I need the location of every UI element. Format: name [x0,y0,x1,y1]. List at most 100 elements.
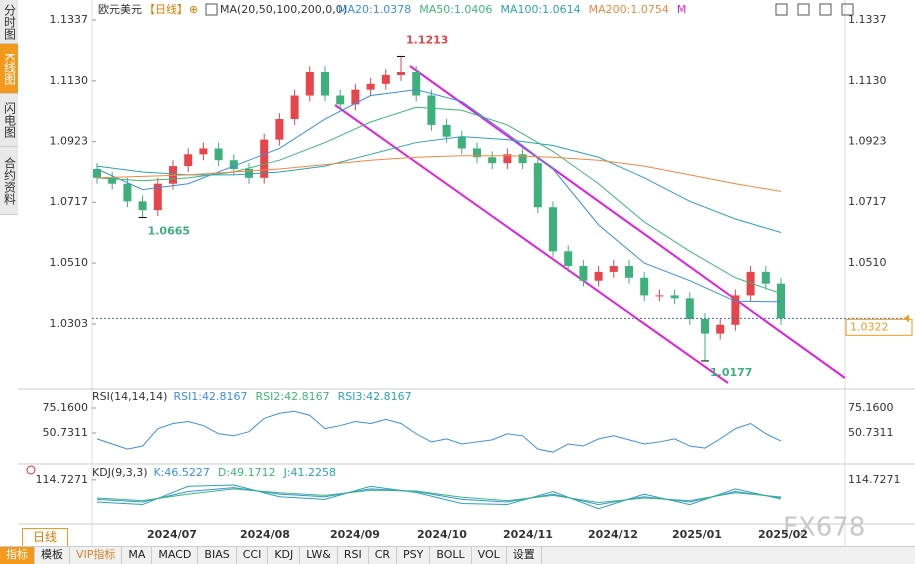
candle-body [640,277,649,296]
toolbar-tab[interactable]: CR [369,547,398,564]
toolbar-tab[interactable]: RSI [338,547,369,564]
candle-body [701,318,709,334]
ma-icon[interactable] [205,3,218,16]
toolbar-tab[interactable]: VIP指标 [70,547,123,564]
y-tick-label: 1.1130 [50,74,89,87]
ma-line [96,155,782,192]
y-tick-label: 1.1337 [50,13,89,26]
candle-body [731,295,740,325]
last-price-tag [845,318,913,336]
candle-body [670,295,679,299]
legend-entry: D:49.1712 [218,466,276,479]
candle-body [625,266,633,278]
candle-body [685,298,694,319]
annotation: 1.0665 [148,225,190,238]
ma-more: M [677,3,687,16]
candle-body [321,72,329,96]
candle-body [503,154,512,164]
last-price-arrow [904,314,909,323]
candle-body [366,83,375,90]
candle-body [153,183,162,211]
candle-body [199,148,208,155]
y-tick-label-right: 1.1337 [848,13,887,26]
candle-body [260,139,269,178]
side-tab[interactable]: 合约资料 [0,147,18,215]
toolbar-tab[interactable]: KDJ [268,547,301,564]
y-tick-label: 1.0303 [50,317,89,330]
toolbar-tab[interactable]: CCI [237,547,269,564]
candle-body [123,183,132,202]
legend-entry: K:46.5227 [154,466,210,479]
legend-entry: MA20:1.0378 [338,3,411,16]
candle-body [609,266,618,272]
y-tick-label-right: 114.7271 [848,473,901,486]
legend-entry: MA100:1.0614 [500,3,580,16]
settings-icon[interactable]: ⊕ [189,3,198,16]
watermark: FX678 [783,513,865,543]
ma-params: MA(20,50,100,200,0,0) [220,3,347,16]
candle-body [305,72,314,96]
indicator-title: RSI(14,14,14) [92,390,167,403]
candle-body [442,124,451,137]
window-icons[interactable] [775,3,854,16]
candle-body [184,154,193,167]
toolbar-tab[interactable]: PSY [397,547,431,564]
legend-entry: RSI1:42.8167 [173,390,247,403]
y-tick-label: 50.7311 [43,426,89,439]
x-tick-label: 2024/09 [330,528,380,541]
y-tick-label: 114.7271 [36,473,89,486]
toolbar-tab[interactable]: MACD [152,547,199,564]
y-tick-label: 1.0510 [50,256,89,269]
candle-body [93,169,101,178]
toolbar-tab[interactable]: 模板 [35,547,70,564]
candle-body [275,119,284,140]
indicator-line [96,484,782,510]
y-tick-label-right: 50.7311 [848,426,894,439]
toolbar-tab[interactable]: LW& [300,547,338,564]
candle-body [761,271,770,284]
toolbar-tab[interactable]: 设置 [507,547,542,564]
candle-body [518,154,527,164]
toolbar-tab[interactable]: BIAS [198,547,237,564]
candle-body [108,177,117,184]
candle-body [473,148,481,158]
toolbar-tab[interactable]: VOL [472,547,507,564]
candle-body [594,271,603,281]
toolbar-tab[interactable]: BOLL [430,547,472,564]
candle-body [564,251,573,267]
candle-body [397,72,405,75]
candle-body [549,207,557,252]
ma-line [96,136,782,233]
toolbar: 指标 模板 VIP指标 MA MACD BIAS CCI KDJ LW& RSI CR PSY BOLL… [0,546,915,564]
x-tick-label: 2024/12 [588,528,638,541]
y-tick-label-right: 1.0717 [848,195,887,208]
title: 欧元美元 [98,3,142,16]
candle-body [655,295,664,297]
annotation: 1.1213 [406,33,448,46]
indicator-title: KDJ(9,3,3) [92,466,148,479]
y-tick-label-right: 75.1600 [848,401,894,414]
kdj-icon[interactable] [26,465,36,475]
side-tab[interactable]: 分时图 [0,0,18,44]
candle-body [457,136,466,149]
y-tick-label-right: 1.0923 [848,135,887,148]
side-tab[interactable]: K线图 [0,44,18,94]
toolbar-tab[interactable]: 指标 [0,547,35,564]
indicator-line [96,410,782,453]
candle-body [290,95,299,120]
candle-body [351,89,360,105]
candle-body [381,74,390,84]
y-tick-label-right: 1.0510 [848,256,887,269]
legend-entry: RSI3:42.8167 [338,390,412,403]
toolbar-tab[interactable]: MA [122,547,153,564]
side-tab[interactable]: 闪电图 [0,94,18,147]
legend-entry: MA200:1.0754 [589,3,669,16]
candle-body [533,163,542,208]
candle-body [579,266,588,281]
x-tick-label: 2025/01 [672,528,722,541]
period: 【日线】 [144,2,188,16]
period-box[interactable]: 日线 [22,528,68,547]
candle-body [488,157,497,164]
candle-body [746,271,755,296]
